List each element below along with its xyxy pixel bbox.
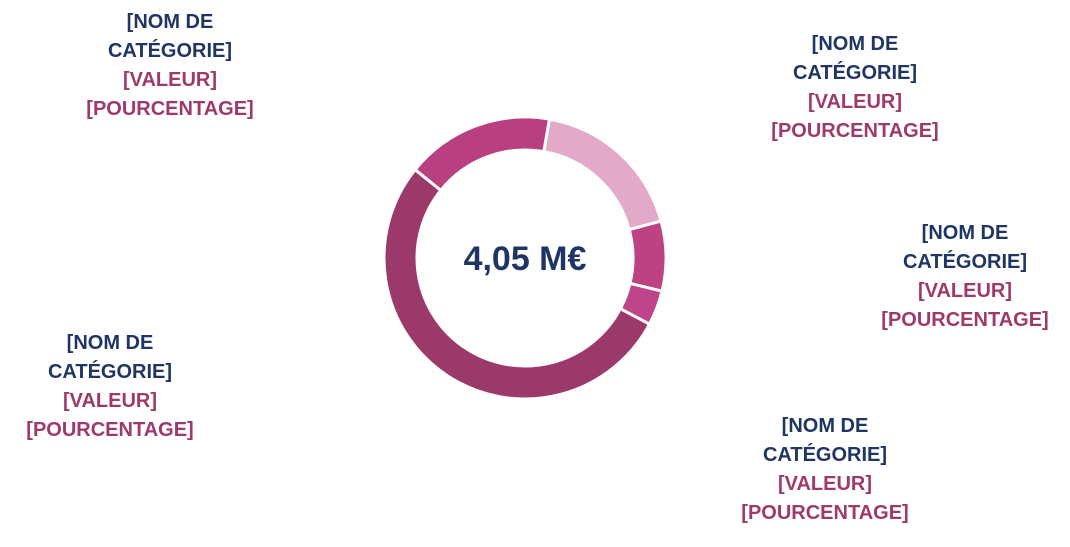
- slice-label: [NOM DE CATÉGORIE] [VALEUR] [POURCENTAGE]: [745, 30, 965, 146]
- percent-label: [POURCENTAGE]: [881, 309, 1049, 331]
- category-label: [NOM DE CATÉGORIE]: [107, 11, 233, 62]
- percent-label: [POURCENTAGE]: [741, 502, 909, 524]
- slice-label: [NOM DE CATÉGORIE] [VALEUR] [POURCENTAGE]: [715, 412, 935, 528]
- donut-slice: [627, 219, 668, 293]
- category-label: [NOM DE CATÉGORIE]: [47, 332, 173, 383]
- percent-label: [POURCENTAGE]: [771, 120, 939, 142]
- value-label: [VALEUR]: [777, 473, 873, 495]
- value-label: [VALEUR]: [62, 390, 158, 412]
- slice-label: [NOM DE CATÉGORIE] [VALEUR] [POURCENTAGE]: [855, 219, 1070, 335]
- slice-label: [NOM DE CATÉGORIE] [VALEUR] [POURCENTAGE]: [0, 329, 220, 445]
- donut-slice: [413, 115, 552, 193]
- category-label: [NOM DE CATÉGORIE]: [792, 33, 918, 84]
- value-label: [VALEUR]: [917, 280, 1013, 302]
- value-label: [VALEUR]: [122, 69, 218, 91]
- category-label: [NOM DE CATÉGORIE]: [762, 415, 888, 466]
- donut-slice: [542, 117, 663, 232]
- percent-label: [POURCENTAGE]: [86, 98, 254, 120]
- center-label: 4,05 M€: [464, 240, 587, 278]
- donut-slice: [382, 167, 652, 401]
- slice-label: [NOM DE CATÉGORIE] [VALEUR] [POURCENTAGE]: [60, 8, 280, 124]
- percent-label: [POURCENTAGE]: [26, 419, 194, 441]
- value-label: [VALEUR]: [807, 91, 903, 113]
- category-label: [NOM DE CATÉGORIE]: [902, 222, 1028, 273]
